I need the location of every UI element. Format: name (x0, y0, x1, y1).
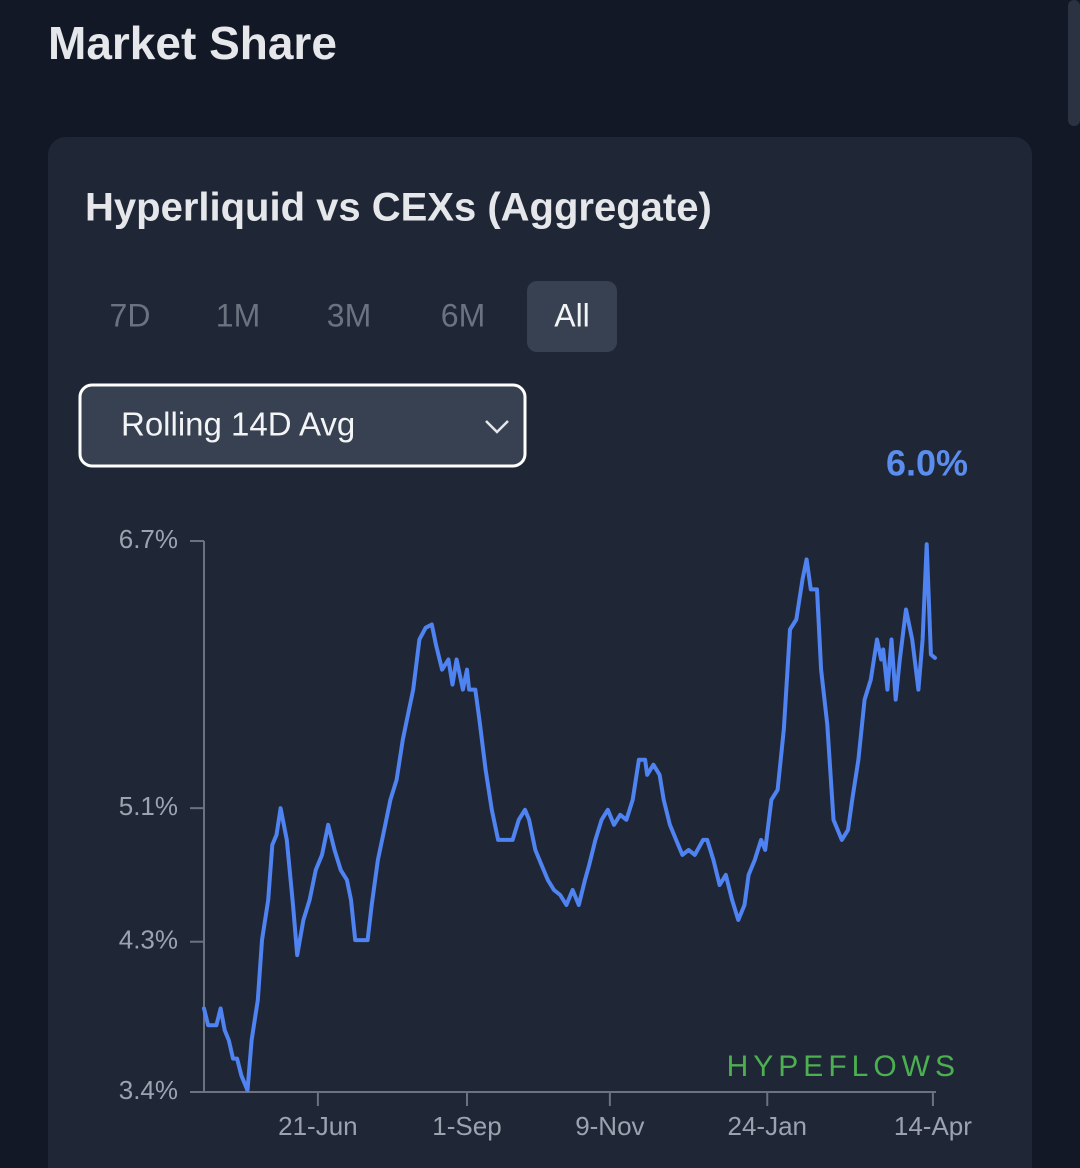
tab[interactable]: 7D (110, 297, 151, 333)
y-tick-label: 5.1% (119, 791, 178, 821)
tab[interactable]: 6M (441, 297, 485, 333)
tab[interactable]: All (554, 297, 590, 333)
y-tick-label: 4.3% (119, 925, 178, 955)
scrollbar[interactable] (1068, 0, 1080, 126)
tab-active-bg (527, 281, 617, 352)
dropdown-label: Rolling 14D Avg (121, 406, 355, 443)
x-tick-label: 9-Nov (575, 1111, 644, 1141)
x-tick-label: 21-Jun (278, 1111, 358, 1141)
x-tick-label: 24-Jan (728, 1111, 808, 1141)
line-series (202, 542, 937, 1093)
y-tick-label: 3.4% (119, 1075, 178, 1105)
tab[interactable]: 3M (327, 297, 371, 333)
y-tick-label: 6.7% (119, 524, 178, 554)
chevron (485, 420, 509, 434)
dropdown[interactable] (78, 383, 527, 468)
chart-title: Hyperliquid vs CEXs (Aggregate) (85, 186, 712, 230)
tab[interactable]: 1M (216, 297, 260, 333)
current-value: 6.0% (886, 443, 968, 484)
x-tick-label: 1-Sep (432, 1111, 501, 1141)
x-tick-label: 14-Apr (894, 1111, 972, 1141)
watermark: HYPEFLOWS (727, 1050, 960, 1083)
page-heading: Market Share (48, 17, 337, 69)
